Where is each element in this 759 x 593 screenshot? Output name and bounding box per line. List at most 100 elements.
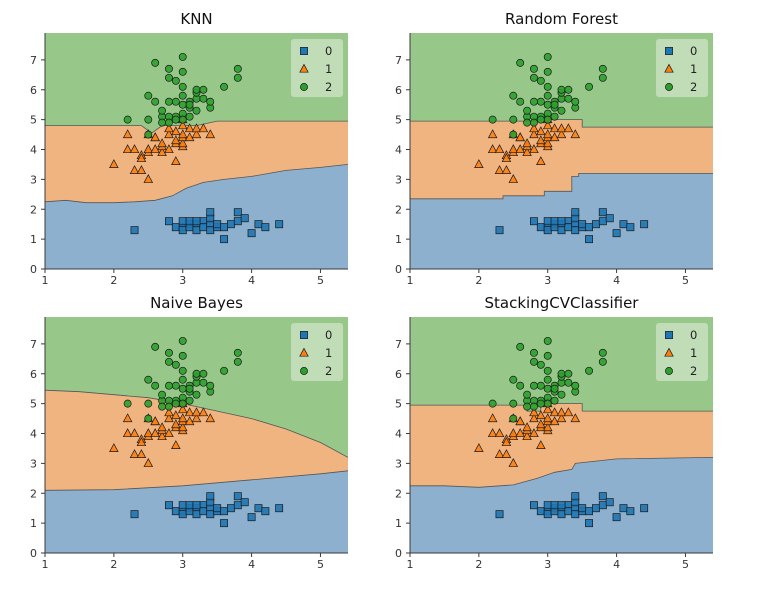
- y-tick-label: 5: [395, 398, 402, 411]
- scatter-points: [474, 336, 649, 528]
- x-tick-label: 5: [682, 558, 689, 571]
- boundary-line-0-1: [410, 172, 713, 200]
- point-class-1: [122, 144, 133, 154]
- point-class-1: [536, 156, 546, 166]
- x-tick-label: 3: [544, 274, 551, 287]
- legend-marker-0: [665, 331, 673, 339]
- legend-marker-2: [665, 367, 673, 375]
- point-class-2: [530, 64, 538, 73]
- point-class-2: [557, 390, 566, 399]
- point-class-1: [143, 428, 154, 438]
- point-class-1: [556, 407, 567, 417]
- point-class-0: [199, 223, 208, 232]
- point-class-2: [536, 399, 545, 408]
- x-tick-label: 2: [475, 274, 482, 287]
- scatter-points: [474, 52, 649, 244]
- point-class-2: [557, 106, 566, 115]
- point-class-1: [157, 138, 167, 148]
- point-class-2: [178, 366, 187, 375]
- point-class-0: [619, 220, 628, 229]
- point-class-0: [178, 501, 187, 510]
- point-class-1: [563, 123, 574, 133]
- point-class-1: [474, 443, 484, 452]
- point-class-1: [109, 159, 119, 168]
- point-class-0: [275, 504, 284, 513]
- legend-label-2: 2: [690, 80, 697, 94]
- point-class-1: [542, 422, 553, 432]
- point-class-2: [151, 381, 160, 390]
- point-class-0: [233, 492, 242, 501]
- legend-box: [291, 39, 343, 97]
- point-class-1: [177, 129, 188, 139]
- point-class-2: [171, 381, 180, 390]
- point-class-1: [501, 437, 512, 447]
- y-tick-label: 2: [395, 203, 402, 216]
- point-class-1: [109, 443, 119, 452]
- point-class-2: [171, 360, 180, 369]
- point-class-2: [199, 85, 208, 94]
- point-class-2: [543, 115, 552, 124]
- point-class-0: [626, 507, 635, 516]
- point-class-2: [144, 375, 153, 384]
- point-class-1: [136, 165, 147, 174]
- point-class-2: [585, 82, 593, 91]
- point-class-1: [122, 413, 133, 423]
- point-class-0: [585, 507, 593, 516]
- point-class-2: [171, 399, 180, 408]
- y-tick-label: 0: [30, 263, 37, 276]
- point-class-1: [536, 410, 546, 420]
- point-class-1: [191, 123, 202, 133]
- point-class-0: [564, 507, 573, 516]
- point-class-1: [529, 407, 539, 417]
- point-class-2: [192, 106, 201, 115]
- x-tick-label: 4: [613, 274, 620, 287]
- point-class-2: [192, 369, 201, 378]
- point-class-1: [522, 147, 532, 157]
- point-class-2: [523, 402, 532, 411]
- x-tick-label: 3: [179, 274, 186, 287]
- point-class-0: [578, 504, 587, 513]
- point-class-1: [494, 449, 505, 458]
- x-tick-label: 5: [317, 558, 324, 571]
- point-class-2: [550, 384, 559, 393]
- chart-title: Naive Bayes: [150, 294, 243, 312]
- point-class-2: [530, 97, 538, 106]
- point-class-0: [550, 501, 559, 510]
- point-class-0: [612, 513, 621, 522]
- legend-label-0: 0: [690, 328, 697, 342]
- point-class-0: [206, 226, 215, 235]
- point-class-2: [536, 115, 545, 124]
- point-class-2: [206, 381, 215, 390]
- point-class-1: [536, 135, 546, 145]
- point-class-0: [233, 217, 242, 226]
- region-class-0: [45, 164, 348, 269]
- point-class-2: [543, 366, 552, 375]
- point-class-2: [233, 357, 242, 366]
- y-tick-label: 0: [395, 547, 402, 560]
- point-class-0: [626, 223, 635, 232]
- y-tick-label: 6: [30, 368, 37, 381]
- point-class-2: [543, 375, 552, 384]
- point-class-2: [598, 73, 607, 82]
- boundary-line-1-2: [45, 389, 348, 458]
- point-class-2: [165, 64, 173, 73]
- legend: 0 1 2: [291, 323, 343, 381]
- point-class-0: [495, 226, 504, 235]
- point-class-2: [523, 106, 532, 115]
- legend: 0 1 2: [656, 39, 708, 97]
- boundary-line-0-1: [45, 164, 348, 204]
- boundary-line-0-1: [410, 457, 713, 488]
- point-class-2: [585, 366, 593, 375]
- point-class-1: [529, 129, 539, 139]
- point-class-2: [192, 390, 201, 399]
- point-class-2: [199, 94, 208, 103]
- point-class-1: [164, 407, 174, 417]
- point-class-0: [543, 510, 552, 519]
- point-class-1: [164, 144, 174, 154]
- point-class-0: [598, 208, 607, 217]
- point-class-2: [178, 100, 187, 109]
- point-class-1: [529, 413, 539, 423]
- point-class-0: [571, 510, 580, 519]
- y-tick-label: 5: [395, 114, 402, 127]
